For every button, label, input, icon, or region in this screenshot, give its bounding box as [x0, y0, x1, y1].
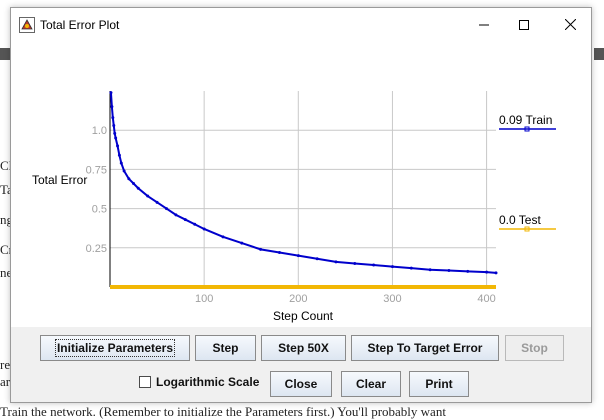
y-tick-label: 0.75: [86, 164, 107, 176]
y-tick-label: 0.5: [92, 204, 107, 216]
clear-label: Clear: [355, 377, 387, 391]
train-data-point: [132, 182, 136, 186]
print-label: Print: [425, 377, 453, 391]
plot-area: 100 200 300 400 0.25 0.5 0.75 1.0 Step Count Tota…: [11, 41, 591, 327]
step-50x-button[interactable]: Step 50X: [261, 335, 346, 361]
close-button[interactable]: Close: [270, 371, 332, 397]
y-tick-label: 1.0: [92, 125, 107, 137]
x-tick-label: 100: [195, 293, 213, 305]
x-tick-label: 300: [383, 293, 401, 305]
minimize-button[interactable]: [461, 8, 507, 41]
legend-label: 0.0 Test: [499, 213, 541, 227]
train-data-point: [428, 268, 432, 272]
train-data-point: [164, 207, 168, 211]
train-data-point: [155, 200, 159, 204]
train-data-point: [119, 161, 123, 165]
background-text: Cr: [0, 242, 13, 257]
stop-button[interactable]: Stop: [505, 335, 564, 361]
train-data-point: [183, 218, 187, 222]
background-text: Cl: [0, 158, 13, 173]
train-data-point: [372, 263, 376, 267]
minimize-icon: [479, 24, 489, 25]
step-50x-label: Step 50X: [278, 341, 329, 355]
x-tick-label: 200: [289, 293, 307, 305]
step-to-target-error-button[interactable]: Step To Target Error: [351, 335, 499, 361]
x-tick-label: 400: [477, 293, 495, 305]
train-data-point: [259, 247, 263, 251]
background-text: ne: [0, 265, 13, 280]
logarithmic-scale-checkbox[interactable]: Logarithmic Scale: [139, 375, 259, 389]
stop-label: Stop: [521, 341, 548, 355]
train-data-point: [110, 105, 114, 109]
train-data-point: [353, 261, 357, 265]
train-data-point: [174, 213, 178, 217]
step-label: Step: [212, 341, 239, 355]
background-text: ng: [0, 212, 13, 227]
close-icon: [564, 19, 576, 30]
background-text: Train the network. (Remember to initiali…: [0, 404, 446, 419]
train-data-point: [240, 241, 244, 245]
initialize-parameters-button[interactable]: Initialize Parameters: [40, 335, 190, 361]
step-to-target-error-label: Step To Target Error: [367, 341, 483, 355]
train-data-point: [122, 169, 126, 173]
legend-label: 0.09 Train: [499, 113, 552, 127]
y-tick-label: 0.25: [86, 243, 107, 255]
window-title: Total Error Plot: [40, 18, 120, 32]
logarithmic-scale-label: Logarithmic Scale: [156, 375, 260, 389]
train-data-point: [146, 194, 150, 198]
train-data-point: [113, 131, 117, 135]
maximize-button[interactable]: [501, 8, 547, 41]
train-data-point: [193, 222, 197, 226]
title-bar[interactable]: Total Error Plot: [11, 8, 591, 41]
close-label: Close: [284, 377, 318, 391]
x-axis-label: Step Count: [273, 309, 334, 323]
total-error-plot-window: Total Error Plot 100 200 300 400 0.25 0.5 0.75…: [10, 7, 592, 403]
legend-marker: [524, 226, 530, 232]
train-data-point: [409, 266, 413, 270]
clear-button[interactable]: Clear: [341, 371, 401, 397]
train-data-point: [112, 123, 116, 127]
train-data-point: [494, 271, 498, 275]
train-data-point: [277, 251, 281, 255]
background-text: ar: [0, 374, 11, 389]
train-data-point: [485, 270, 489, 274]
train-data-point: [136, 186, 140, 190]
train-data-point: [109, 91, 113, 95]
background-bar-right: [594, 48, 604, 60]
train-data-point: [114, 136, 118, 140]
y-axis-label: Total Error: [32, 173, 87, 187]
train-data-point: [390, 265, 394, 269]
train-data-point: [116, 144, 120, 148]
train-data-point: [202, 227, 206, 231]
legend-marker: [524, 126, 530, 132]
step-button[interactable]: Step: [195, 335, 256, 361]
close-window-button[interactable]: [547, 8, 593, 41]
train-data-point: [315, 257, 319, 261]
maximize-icon: [519, 19, 529, 30]
train-series-line: [109, 92, 497, 274]
java-app-icon: [19, 17, 35, 33]
checkbox-box[interactable]: [139, 376, 151, 388]
train-data-point: [334, 260, 338, 264]
background-bar-left: [0, 48, 10, 60]
train-data-point: [447, 269, 451, 273]
train-data-point: [127, 177, 131, 181]
initialize-parameters-label: Initialize Parameters: [54, 339, 176, 357]
train-data-point: [221, 235, 225, 239]
print-button[interactable]: Print: [409, 371, 469, 397]
train-data-point: [117, 153, 121, 157]
train-data-point: [466, 269, 470, 273]
total-error-chart: 100 200 300 400 0.25 0.5 0.75 1.0 Step Count Tota…: [32, 91, 556, 323]
train-data-point: [111, 116, 115, 120]
background-text: Ta: [0, 182, 13, 197]
train-data-point: [296, 254, 300, 258]
